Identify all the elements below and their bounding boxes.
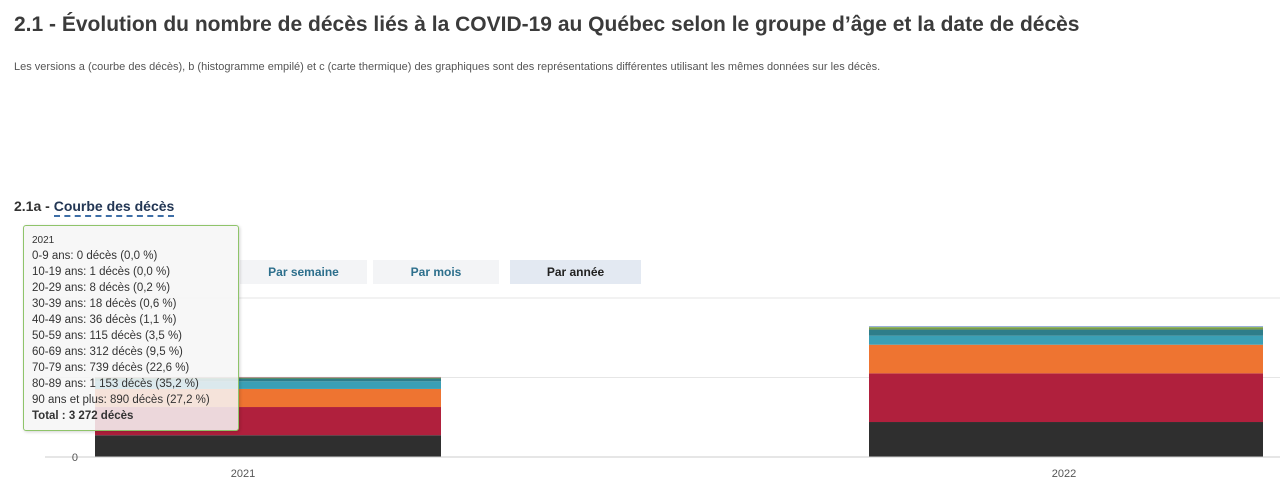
tooltip-row: 90 ans et plus: 890 décès (27,2 %) (32, 394, 210, 406)
section-link-courbe[interactable]: Courbe des décès (53, 198, 175, 217)
tooltip-row: 10-19 ans: 1 décès (0,0 %) (32, 266, 171, 278)
par-mois-button[interactable]: Par mois (373, 260, 499, 284)
axis-layer: 0 2021 2022 (45, 452, 1280, 480)
bars-layer (95, 326, 1263, 457)
par-semaine-button[interactable]: Par semaine (240, 260, 367, 284)
tooltip-row: 40-49 ans: 36 décès (1,1 %) (32, 314, 177, 326)
bar-segment-2022-70-79-ans[interactable] (869, 344, 1263, 374)
bar-segment-2022-90-ans-et-plus[interactable] (869, 422, 1263, 457)
tooltip-row: 80-89 ans: 1 153 décès (35,2 %) (32, 378, 199, 390)
tooltip-row: 30-39 ans: 18 décès (0,6 %) (32, 298, 177, 310)
tooltip-header: 2021 (32, 235, 55, 246)
tooltip-row: 60-69 ans: 312 décès (9,5 %) (32, 346, 183, 358)
chart-tooltip: 2021 0-9 ans: 0 décès (0,0 %) 10-19 ans:… (23, 225, 239, 431)
bar-segment-2021-10-19-ans[interactable] (95, 376, 441, 378)
bar-segment-2021-50-59-ans[interactable] (95, 378, 441, 382)
tooltip-row: 50-59 ans: 115 décès (3,5 %) (32, 330, 183, 342)
y-tick-label: 0 (72, 452, 78, 464)
stacked-bar-chart: 0 2021 2022 (45, 297, 1280, 480)
x-tick-label-2021: 2021 (231, 468, 255, 480)
x-tick-label-2022: 2022 (1052, 468, 1076, 480)
bar-segment-2021-60-69-ans[interactable] (95, 381, 441, 389)
tooltip-row: 70-79 ans: 739 décès (22,6 %) (32, 362, 190, 374)
bar-segment-2021-40-49-ans[interactable] (95, 377, 441, 379)
tooltip-rows: 0-9 ans: 0 décès (0,0 %) 10-19 ans: 1 dé… (32, 248, 238, 408)
bar-segment-2022-50-59-ans[interactable] (869, 329, 1263, 336)
bar-segment-2021-90-ans-et-plus[interactable] (95, 435, 441, 457)
bar-segment-2022-40-49-ans[interactable] (869, 327, 1263, 330)
bar-segment-2022-80-89-ans[interactable] (869, 373, 1263, 423)
page-subtitle: Les versions a (courbe des décès), b (hi… (14, 61, 881, 73)
section-heading: 2.1a - Courbe des décès (14, 198, 175, 217)
par-annee-button[interactable]: Par année (510, 260, 641, 284)
tooltip-row: 0-9 ans: 0 décès (0,0 %) (32, 250, 158, 262)
page-title: 2.1 - Évolution du nombre de décès liés … (14, 13, 1080, 36)
tooltip-total: Total : 3 272 décès (32, 410, 134, 422)
bar-segment-2022-0-9-ans[interactable] (869, 326, 1263, 327)
tooltip-row: 20-29 ans: 8 décès (0,2 %) (32, 282, 171, 294)
section-prefix: 2.1a - (14, 198, 54, 214)
bar-segment-2022-30-39-ans[interactable] (869, 326, 1263, 328)
bar-segment-2022-60-69-ans[interactable] (869, 335, 1263, 345)
